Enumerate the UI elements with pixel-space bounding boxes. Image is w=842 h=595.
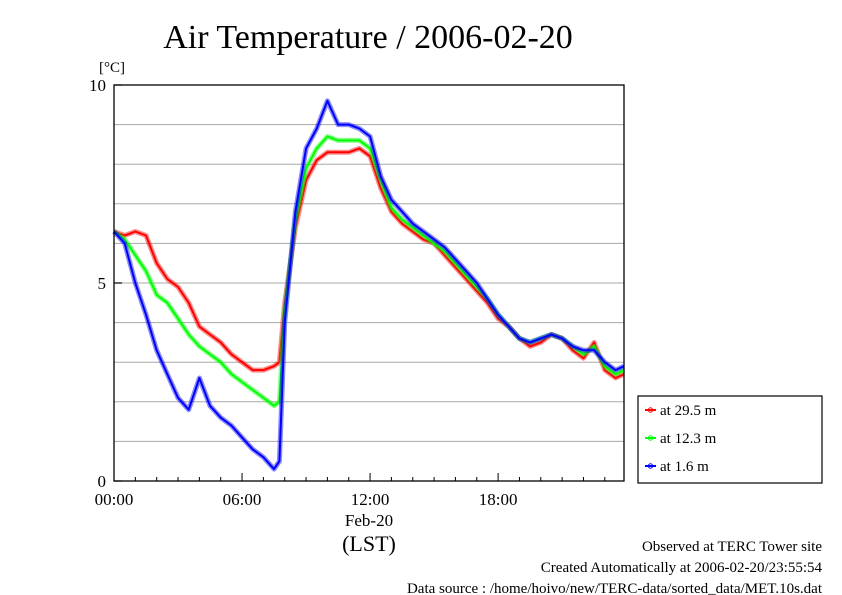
series-line xyxy=(113,99,625,471)
x-axis-date-label: Feb-20 xyxy=(345,511,393,530)
legend-marker xyxy=(647,407,654,413)
legend-marker xyxy=(647,463,654,469)
legend: at 29.5 m at 12.3 m at 1.6 m xyxy=(637,395,823,484)
footer-site-note: Observed at TERC Tower site xyxy=(642,539,822,555)
y-tick-label: 5 xyxy=(98,274,107,293)
x-tick-label: 06:00 xyxy=(223,490,262,509)
series-line xyxy=(113,147,625,379)
footer-data-source: Data source : /home/hoivo/new/TERC-data/… xyxy=(407,581,823,595)
series-halo xyxy=(113,145,626,381)
legend-label: at 29.5 m xyxy=(660,403,717,419)
axis-ticks: 0 5 10 00:00 06:00 12:00 18:00 xyxy=(89,76,606,509)
x-axis-title: (LST) xyxy=(342,531,396,556)
y-tick-label: 10 xyxy=(89,76,106,95)
x-tick-label: 18:00 xyxy=(479,490,518,509)
x-tick-label: 00:00 xyxy=(95,490,134,509)
series-lines xyxy=(112,98,626,472)
series-halo xyxy=(112,134,626,409)
legend-box xyxy=(637,395,823,484)
y-axis-unit-label: [°C] xyxy=(99,60,125,76)
legend-marker xyxy=(647,435,654,441)
x-tick-label: 12:00 xyxy=(351,490,390,509)
footer-created-note: Created Automatically at 2006-02-20/23:5… xyxy=(541,560,823,576)
legend-label: at 12.3 m xyxy=(660,431,717,447)
chart-title: Air Temperature / 2006-02-20 xyxy=(163,19,573,56)
legend-label: at 1.6 m xyxy=(660,459,709,475)
series-line xyxy=(113,135,625,407)
y-tick-label: 0 xyxy=(98,472,107,491)
grid-lines xyxy=(114,124,624,442)
